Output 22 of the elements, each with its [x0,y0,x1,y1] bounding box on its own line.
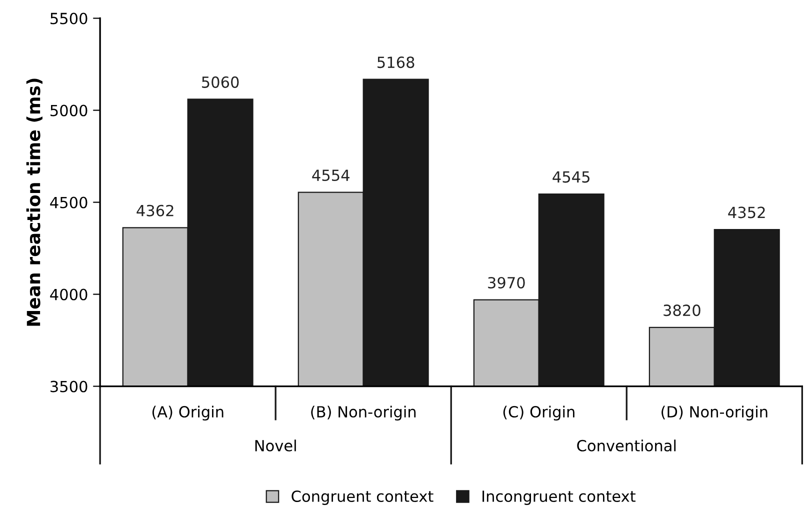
data-label: 5168 [378,56,414,68]
y-tick-label: 5500 [50,12,88,24]
y-tick-label: 5000 [50,104,88,116]
y-tick-label: 4500 [50,196,88,208]
x-tick-label: (C) Origin [503,406,574,421]
data-label: 4545 [552,171,590,183]
data-label: 3820 [664,304,700,316]
data-label: 3970 [488,276,525,289]
x-tick-label: (A) Origin [152,406,224,421]
data-label: 4554 [312,170,350,182]
x-tick-label: (D) Non-origin [662,406,768,421]
text: Novel [255,440,296,452]
y-axis-title: Mean reaction time (ms) [26,78,42,326]
data-label: 4362 [136,204,174,216]
y-tick-label: 4000 [50,288,88,300]
data-label: 5060 [202,76,239,88]
x-tick-label: (B) Non-origin [311,406,416,421]
legend-label: Incongruent context [482,490,636,505]
data-label: 4352 [728,206,765,218]
y-tick-label: 3500 [50,380,88,392]
legend-label: Congruent context [292,490,434,505]
text: Conventional [577,440,676,452]
